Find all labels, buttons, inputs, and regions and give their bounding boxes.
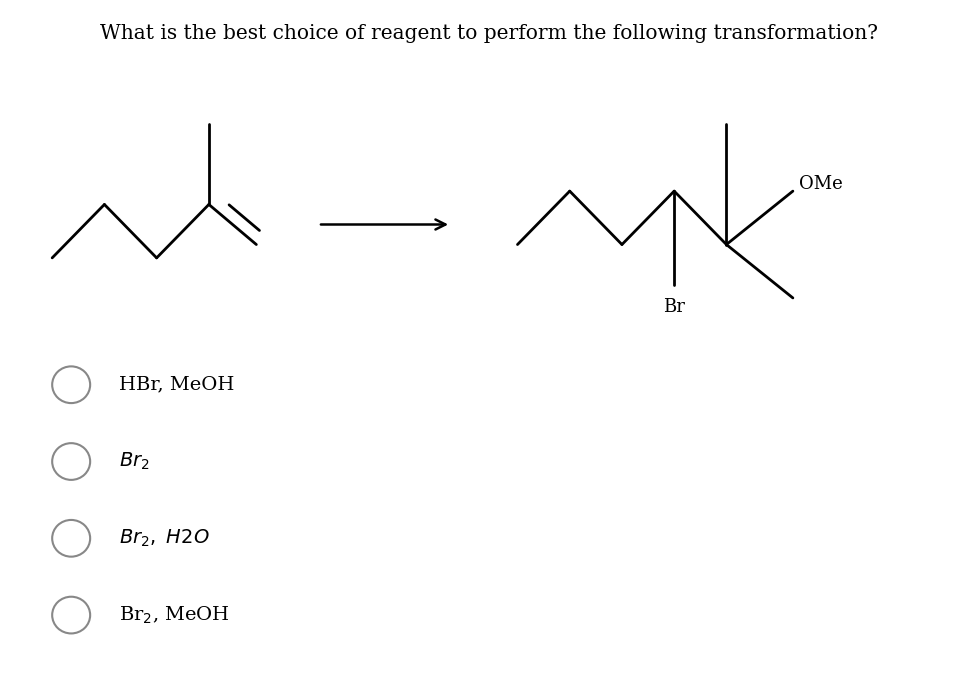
Text: OMe: OMe [798,176,841,193]
Text: What is the best choice of reagent to perform the following transformation?: What is the best choice of reagent to pe… [100,24,877,43]
Text: Br$_{2}$, MeOH: Br$_{2}$, MeOH [118,604,230,626]
Text: HBr, MeOH: HBr, MeOH [118,376,234,393]
Text: $\mathit{Br}_{2}\mathit{,\ H2O}$: $\mathit{Br}_{2}\mathit{,\ H2O}$ [118,528,209,549]
Text: $\mathit{Br}_{2}$: $\mathit{Br}_{2}$ [118,451,149,472]
Text: Br: Br [662,298,685,316]
